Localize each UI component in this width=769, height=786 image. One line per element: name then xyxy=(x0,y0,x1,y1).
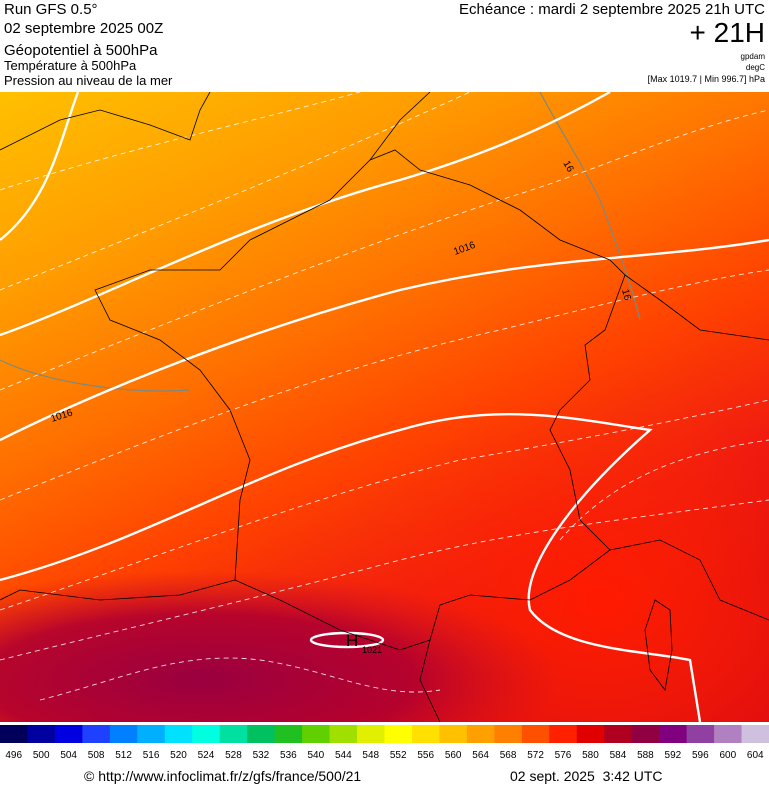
legend-label: 504 xyxy=(60,750,77,761)
legend-swatch xyxy=(357,725,385,743)
run-date: 02 septembre 2025 00Z xyxy=(4,20,163,37)
legend-swatch xyxy=(604,725,633,743)
high-label: 1021 xyxy=(362,645,382,655)
legend-swatch xyxy=(741,725,769,743)
issued: 02 sept. 2025 3:42 UTC xyxy=(510,768,663,784)
field: Température à 500hPa xyxy=(4,58,137,73)
legend-swatch xyxy=(27,725,56,743)
legend-label: 600 xyxy=(719,750,736,761)
legend-label: 564 xyxy=(472,750,489,761)
legend-swatch xyxy=(576,725,605,743)
legend-swatch xyxy=(659,725,688,743)
legend-label: 520 xyxy=(170,750,187,761)
legend-label: 596 xyxy=(692,750,709,761)
legend-swatch xyxy=(219,725,248,743)
legend-label: 568 xyxy=(500,750,517,761)
legend-label: 572 xyxy=(527,750,544,761)
legend-label: 512 xyxy=(115,750,132,761)
legend-label: 604 xyxy=(747,750,764,761)
legend-swatch xyxy=(302,725,331,743)
unit: degC xyxy=(746,63,765,72)
legend-label: 588 xyxy=(637,750,654,761)
legend-swatch xyxy=(164,725,193,743)
legend-swatch xyxy=(82,725,111,743)
legend-label: 560 xyxy=(445,750,462,761)
legend-label: 524 xyxy=(198,750,215,761)
legend-label: 496 xyxy=(5,750,22,761)
legend-label: 508 xyxy=(88,750,105,761)
legend-label: 540 xyxy=(307,750,324,761)
legend-swatch xyxy=(274,725,303,743)
contour-label: 16 xyxy=(560,159,575,175)
legend-label: 516 xyxy=(143,750,160,761)
legend-swatch xyxy=(521,725,550,743)
source: © http://www.infoclimat.fr/z/gfs/france/… xyxy=(84,768,361,784)
legend-label: 556 xyxy=(417,750,434,761)
legend-swatch xyxy=(549,725,578,743)
field: Pression au niveau de la mer xyxy=(4,73,173,88)
legend-swatch xyxy=(0,725,28,743)
map: 1016 1016 16 16 H 1021 xyxy=(0,92,769,722)
unit: gpdam xyxy=(741,52,766,61)
legend-swatch xyxy=(466,725,495,743)
forecast: Echéance : mardi 2 septembre 2025 21h UT… xyxy=(459,1,765,18)
legend-swatch xyxy=(329,725,358,743)
legend-swatch xyxy=(411,725,440,743)
run: Run GFS 0.5° xyxy=(4,1,98,18)
legend-label: 528 xyxy=(225,750,242,761)
high-symbol: H xyxy=(346,631,358,650)
legend-label: 544 xyxy=(335,750,352,761)
legend-label: 552 xyxy=(390,750,407,761)
legend-swatch xyxy=(247,725,276,743)
legend-label: 500 xyxy=(33,750,50,761)
legend-swatch xyxy=(109,725,138,743)
legend-swatch xyxy=(192,725,221,743)
legend-swatch xyxy=(631,725,660,743)
legend-label: 592 xyxy=(665,750,682,761)
legend-label: 584 xyxy=(610,750,627,761)
lead-time: + 21H xyxy=(690,17,766,48)
field: Géopotentiel à 500hPa xyxy=(4,42,158,59)
legend-label: 532 xyxy=(253,750,270,761)
legend-label: 580 xyxy=(582,750,599,761)
legend: 496 500 504 508 512 516 520 524 528 532 536 540 544 5… xyxy=(0,725,769,761)
legend-label: 536 xyxy=(280,750,297,761)
legend-swatch xyxy=(439,725,468,743)
contour-label: 16 xyxy=(619,288,633,302)
legend-label: 548 xyxy=(362,750,379,761)
legend-label: 576 xyxy=(555,750,572,761)
legend-swatch xyxy=(54,725,83,743)
legend-swatch xyxy=(384,725,413,743)
pressure-range: [Max 1019.7 | Min 996.7] hPa xyxy=(648,74,765,84)
legend-swatch xyxy=(137,725,166,743)
legend-swatch xyxy=(686,725,715,743)
legend-swatch xyxy=(494,725,523,743)
legend-swatch xyxy=(714,725,743,743)
